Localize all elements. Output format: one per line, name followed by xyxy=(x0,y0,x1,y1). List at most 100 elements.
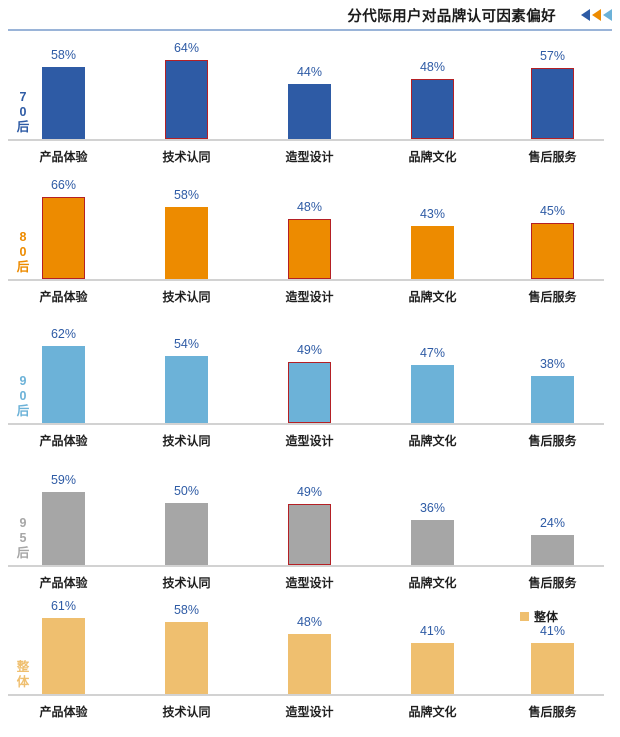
series-label-char: 整 xyxy=(16,660,30,674)
category-label-技术认同: 技术认同 xyxy=(162,705,211,719)
bar-value-label: 50% xyxy=(173,484,200,498)
category-label-造型设计: 造型设计 xyxy=(285,290,334,304)
bar-整体-技术认同[interactable] xyxy=(165,622,208,694)
bar-70后-造型设计[interactable] xyxy=(288,84,331,139)
bar-90后-售后服务[interactable] xyxy=(531,376,574,423)
category-label-售后服务: 售后服务 xyxy=(528,576,577,590)
bar-value-label: 48% xyxy=(419,60,446,74)
category-label-产品体验: 产品体验 xyxy=(39,290,88,304)
category-label-售后服务: 售后服务 xyxy=(528,150,577,164)
bar-value-label: 48% xyxy=(296,615,323,629)
chart-panel-80后: 8 0 后 66% 产品体验 58% 技术认同 48% 造型设计 43% 品牌文化 45% 售后服务 xyxy=(0,175,620,317)
bar-value-label: 57% xyxy=(539,49,566,63)
bar-value-label: 66% xyxy=(50,178,77,192)
bar-value-label: 58% xyxy=(173,603,200,617)
series-label-char: 后 xyxy=(16,404,30,418)
bar-整体-售后服务[interactable] xyxy=(531,643,574,694)
bar-95后-造型设计[interactable] xyxy=(288,504,331,565)
chart-panel-95后: 9 5 后 59% 产品体验 50% 技术认同 49% 造型设计 36% 品牌文化 24% 售后服务 xyxy=(0,460,620,602)
bar-整体-产品体验[interactable] xyxy=(42,618,85,694)
panel-baseline xyxy=(8,279,604,281)
category-label-产品体验: 产品体验 xyxy=(39,576,88,590)
triangle-left-darkblue-icon xyxy=(581,9,590,21)
panel-baseline xyxy=(8,423,604,425)
bar-value-label: 47% xyxy=(419,346,446,360)
bar-value-label: 45% xyxy=(539,204,566,218)
category-label-售后服务: 售后服务 xyxy=(528,434,577,448)
series-label-char: 9 xyxy=(19,516,27,530)
panel-baseline xyxy=(8,565,604,567)
bar-95后-产品体验[interactable] xyxy=(42,492,85,565)
triangle-left-lightblue-icon xyxy=(603,9,612,21)
series-label-char: 9 xyxy=(19,374,27,388)
bar-value-label: 61% xyxy=(50,599,77,613)
bar-value-label: 48% xyxy=(296,200,323,214)
bar-95后-技术认同[interactable] xyxy=(165,503,208,565)
series-label-char: 0 xyxy=(19,245,27,259)
category-label-造型设计: 造型设计 xyxy=(285,705,334,719)
bar-value-label: 41% xyxy=(539,624,566,638)
series-label-char: 体 xyxy=(16,675,30,689)
panel-baseline xyxy=(8,694,604,696)
bar-value-label: 41% xyxy=(419,624,446,638)
bar-80后-技术认同[interactable] xyxy=(165,207,208,279)
bar-90后-造型设计[interactable] xyxy=(288,362,331,423)
bar-70后-品牌文化[interactable] xyxy=(411,79,454,139)
category-label-造型设计: 造型设计 xyxy=(285,576,334,590)
title-marker-group xyxy=(581,9,612,21)
bar-90后-产品体验[interactable] xyxy=(42,346,85,423)
category-label-品牌文化: 品牌文化 xyxy=(408,434,457,448)
bar-value-label: 36% xyxy=(419,501,446,515)
series-label-整体: 整体 xyxy=(10,660,36,690)
bar-70后-售后服务[interactable] xyxy=(531,68,574,139)
bar-70后-技术认同[interactable] xyxy=(165,60,208,139)
header-divider xyxy=(8,29,612,31)
category-label-技术认同: 技术认同 xyxy=(162,576,211,590)
bar-value-label: 59% xyxy=(50,473,77,487)
category-label-产品体验: 产品体验 xyxy=(39,150,88,164)
bar-value-label: 54% xyxy=(173,337,200,351)
series-label-char: 后 xyxy=(16,260,30,274)
bar-70后-产品体验[interactable] xyxy=(42,67,85,139)
bar-95后-售后服务[interactable] xyxy=(531,535,574,565)
panel-baseline xyxy=(8,139,604,141)
series-label-char: 8 xyxy=(19,230,27,244)
bar-80后-产品体验[interactable] xyxy=(42,197,85,279)
bar-90后-技术认同[interactable] xyxy=(165,356,208,423)
page-title: 分代际用户对品牌认可因素偏好 xyxy=(347,9,556,25)
bar-value-label: 24% xyxy=(539,516,566,530)
category-label-品牌文化: 品牌文化 xyxy=(408,290,457,304)
legend-swatch xyxy=(520,612,529,621)
bar-整体-造型设计[interactable] xyxy=(288,634,331,694)
chart-panel-90后: 9 0 后 62% 产品体验 54% 技术认同 49% 造型设计 47% 品牌文化 38% 售后服务 xyxy=(0,317,620,460)
chart-panel-70后: 7 0 后 58% 产品体验 64% 技术认同 44% 造型设计 48% 品牌文化 57% 售后服务 xyxy=(0,35,620,175)
bar-value-label: 62% xyxy=(50,327,77,341)
triangle-left-orange-icon xyxy=(592,9,601,21)
bar-整体-品牌文化[interactable] xyxy=(411,643,454,694)
series-label-char: 0 xyxy=(19,389,27,403)
bar-value-label: 58% xyxy=(50,48,77,62)
category-label-品牌文化: 品牌文化 xyxy=(408,150,457,164)
bar-95后-品牌文化[interactable] xyxy=(411,520,454,565)
bar-value-label: 43% xyxy=(419,207,446,221)
bar-value-label: 49% xyxy=(296,343,323,357)
bar-value-label: 58% xyxy=(173,188,200,202)
bar-80后-造型设计[interactable] xyxy=(288,219,331,279)
series-label-char: 后 xyxy=(16,546,30,560)
series-label-char: 后 xyxy=(16,120,30,134)
category-label-技术认同: 技术认同 xyxy=(162,290,211,304)
category-label-技术认同: 技术认同 xyxy=(162,434,211,448)
category-label-产品体验: 产品体验 xyxy=(39,705,88,719)
category-label-造型设计: 造型设计 xyxy=(285,150,334,164)
bar-value-label: 44% xyxy=(296,65,323,79)
bar-80后-售后服务[interactable] xyxy=(531,223,574,279)
category-label-售后服务: 售后服务 xyxy=(528,705,577,719)
bar-90后-品牌文化[interactable] xyxy=(411,365,454,423)
chart-legend: 整体 xyxy=(520,608,558,625)
category-label-技术认同: 技术认同 xyxy=(162,150,211,164)
bar-80后-品牌文化[interactable] xyxy=(411,226,454,279)
